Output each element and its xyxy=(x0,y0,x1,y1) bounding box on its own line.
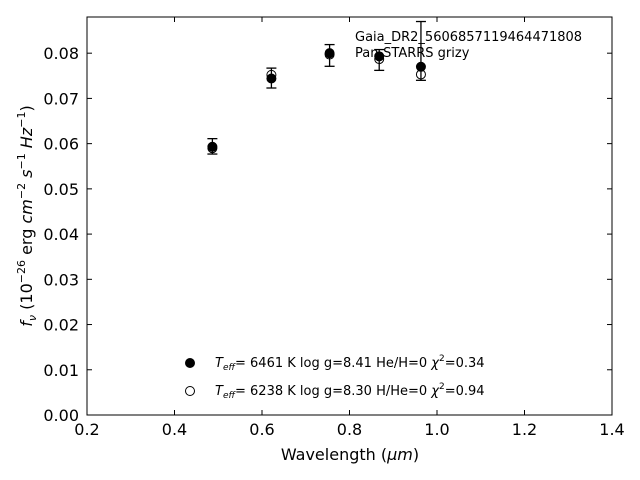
x-tick-label: 0.6 xyxy=(249,420,274,439)
axis-ticks: 0.2 0.4 0.6 0.8 1.0 1.2 1.4 0.00 0.01 0.02 0.03 0.0… xyxy=(43,17,625,439)
model-point-open xyxy=(374,54,385,65)
model-point-filled xyxy=(266,73,277,84)
y-tick-label: 0.03 xyxy=(43,270,79,289)
y-tick-label: 0.04 xyxy=(43,225,79,244)
x-tick-label: 1.0 xyxy=(424,420,449,439)
x-tick-label: 0.4 xyxy=(162,420,187,439)
y-tick-label: 0.00 xyxy=(43,406,79,425)
x-tick-label: 0.8 xyxy=(337,420,362,439)
x-axis-label: Wavelength (μm) xyxy=(281,445,419,464)
model-point-filled xyxy=(415,61,426,72)
legend-marker-filled xyxy=(185,358,195,368)
annotation-object-id: Gaia_DR2_5606857119464471808 xyxy=(355,30,582,45)
model-point-open xyxy=(266,69,277,80)
model-point-open xyxy=(207,143,218,154)
legend-entry-1: Teff= 6461 K log g=8.41 He/H=0 χ2=0.34 xyxy=(215,354,485,373)
model-point-open xyxy=(324,49,335,60)
y-tick-label: 0.08 xyxy=(43,44,79,63)
y-tick-label: 0.07 xyxy=(43,89,79,108)
plot-frame xyxy=(86,16,613,416)
legend-marker-open xyxy=(185,386,195,396)
data-marks xyxy=(207,20,426,155)
annotation-survey: Pan-STARRS grizy xyxy=(355,46,470,61)
y-tick-label: 0.06 xyxy=(43,135,79,154)
legend-entry-2: Teff= 6238 K log g=8.30 H/He=0 χ2=0.94 xyxy=(215,382,485,401)
y-tick-label: 0.05 xyxy=(43,180,79,199)
model-point-open xyxy=(415,69,426,80)
x-tick-label: 1.4 xyxy=(599,420,624,439)
x-tick-label: 1.2 xyxy=(512,420,537,439)
y-tick-label: 0.01 xyxy=(43,361,79,380)
model-point-filled xyxy=(374,51,385,62)
y-axis-label: fν (10−26 erg cm−2 s−1 Hz−1) xyxy=(15,105,39,326)
x-tick-label: 0.2 xyxy=(74,420,99,439)
y-tick-label: 0.02 xyxy=(43,316,79,335)
